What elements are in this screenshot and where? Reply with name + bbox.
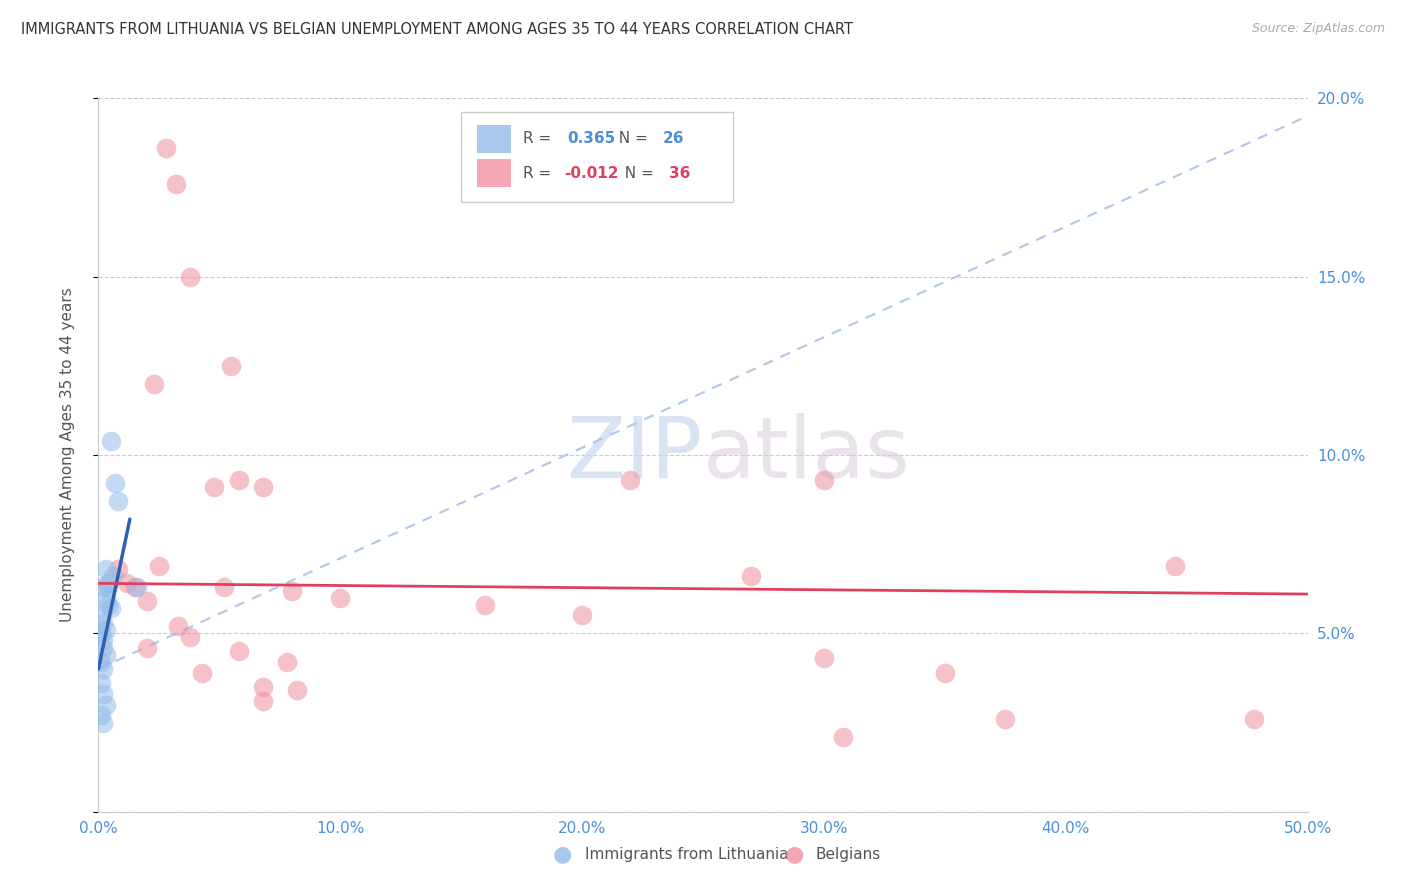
Point bbox=[127, 580, 149, 594]
Point bbox=[813, 651, 835, 665]
Point bbox=[204, 480, 226, 494]
Text: R =: R = bbox=[523, 131, 555, 146]
Point bbox=[179, 630, 201, 644]
Point bbox=[97, 576, 120, 591]
Point bbox=[90, 655, 112, 669]
Text: Belgians: Belgians bbox=[815, 847, 880, 862]
Point bbox=[179, 269, 201, 284]
Text: ●: ● bbox=[553, 845, 572, 864]
Point bbox=[90, 676, 112, 690]
Point bbox=[91, 615, 114, 630]
Point bbox=[100, 434, 122, 448]
Text: -0.012: -0.012 bbox=[564, 166, 619, 180]
Point bbox=[228, 644, 250, 658]
Point bbox=[474, 598, 496, 612]
Point bbox=[91, 640, 114, 655]
Point bbox=[107, 494, 129, 508]
Text: N =: N = bbox=[614, 166, 658, 180]
Point bbox=[832, 730, 855, 744]
Point bbox=[994, 712, 1017, 726]
Bar bbox=[477, 159, 510, 187]
Text: 36: 36 bbox=[669, 166, 690, 180]
Point bbox=[212, 580, 235, 594]
Text: atlas: atlas bbox=[703, 413, 911, 497]
Point bbox=[619, 473, 641, 487]
Point bbox=[104, 476, 127, 491]
Point bbox=[94, 698, 117, 712]
Text: ●: ● bbox=[785, 845, 804, 864]
Point bbox=[97, 598, 120, 612]
Point bbox=[97, 580, 120, 594]
Point bbox=[107, 562, 129, 576]
Point bbox=[252, 680, 274, 694]
Point bbox=[91, 633, 114, 648]
Point bbox=[94, 623, 117, 637]
Point bbox=[143, 376, 166, 391]
Point bbox=[1163, 558, 1185, 573]
Point bbox=[94, 562, 117, 576]
Point bbox=[329, 591, 352, 605]
Text: R =: R = bbox=[523, 166, 555, 180]
Point bbox=[1243, 712, 1265, 726]
Point bbox=[117, 576, 139, 591]
Text: N =: N = bbox=[609, 131, 652, 146]
Point bbox=[148, 558, 170, 573]
Text: Source: ZipAtlas.com: Source: ZipAtlas.com bbox=[1251, 22, 1385, 36]
Bar bbox=[477, 125, 510, 153]
Point bbox=[252, 694, 274, 708]
Point bbox=[191, 665, 214, 680]
Text: ZIP: ZIP bbox=[567, 413, 703, 497]
Point bbox=[91, 580, 114, 594]
Point bbox=[167, 619, 190, 633]
Point bbox=[100, 601, 122, 615]
Point bbox=[155, 141, 177, 155]
Point bbox=[165, 177, 187, 191]
Y-axis label: Unemployment Among Ages 35 to 44 years: Unemployment Among Ages 35 to 44 years bbox=[60, 287, 75, 623]
Point bbox=[135, 640, 157, 655]
Point bbox=[740, 569, 762, 583]
Text: 26: 26 bbox=[664, 131, 685, 146]
Text: IMMIGRANTS FROM LITHUANIA VS BELGIAN UNEMPLOYMENT AMONG AGES 35 TO 44 YEARS CORR: IMMIGRANTS FROM LITHUANIA VS BELGIAN UNE… bbox=[21, 22, 853, 37]
FancyBboxPatch shape bbox=[461, 112, 734, 202]
Point bbox=[934, 665, 956, 680]
Point bbox=[91, 662, 114, 676]
Point bbox=[571, 608, 593, 623]
Point bbox=[281, 583, 304, 598]
Point bbox=[285, 683, 308, 698]
Point bbox=[124, 580, 146, 594]
Point bbox=[228, 473, 250, 487]
Point bbox=[90, 626, 112, 640]
Point bbox=[276, 655, 298, 669]
Point bbox=[101, 569, 124, 583]
Point bbox=[90, 708, 112, 723]
Point bbox=[90, 608, 112, 623]
Point bbox=[91, 715, 114, 730]
Point bbox=[91, 687, 114, 701]
Text: Immigrants from Lithuania: Immigrants from Lithuania bbox=[585, 847, 789, 862]
Point bbox=[252, 480, 274, 494]
Point bbox=[813, 473, 835, 487]
Point bbox=[135, 594, 157, 608]
Point bbox=[94, 648, 117, 662]
Text: 0.365: 0.365 bbox=[568, 131, 616, 146]
Point bbox=[94, 591, 117, 605]
Point bbox=[221, 359, 243, 373]
